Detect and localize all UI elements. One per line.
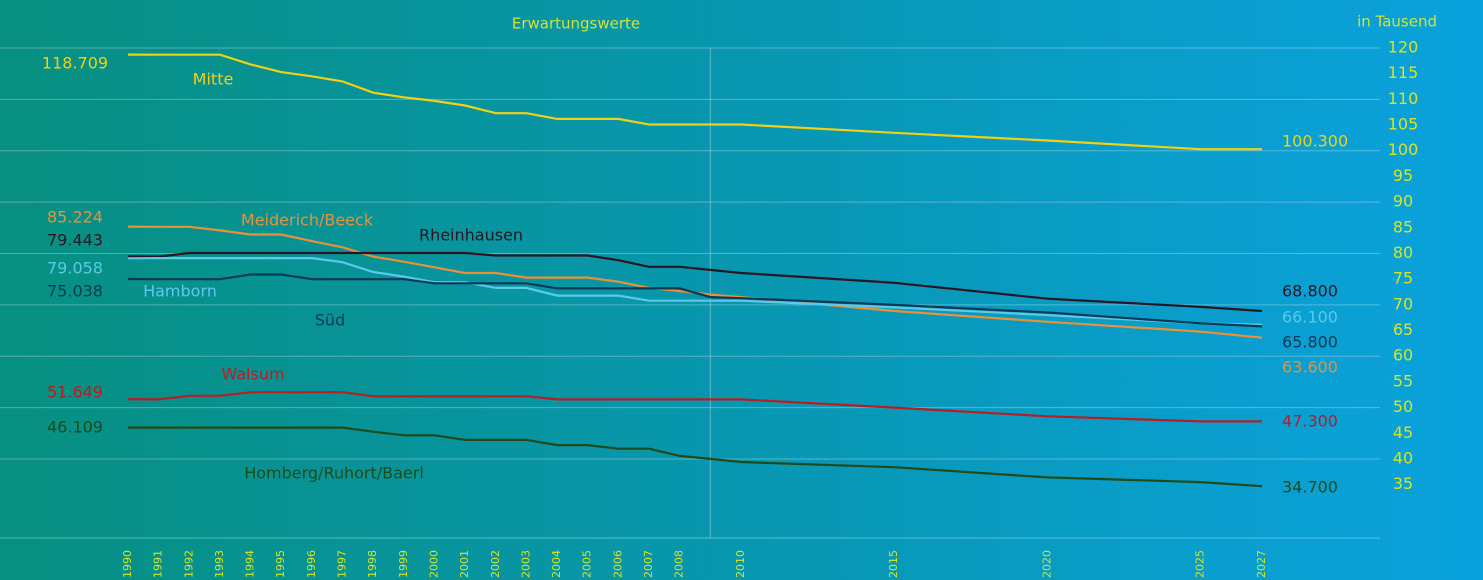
- x-tick-label: 1998: [366, 550, 379, 578]
- y-tick-label: 50: [1393, 397, 1413, 416]
- series-line: [127, 257, 1263, 326]
- y-tick-label: 55: [1393, 371, 1413, 390]
- value-label: 68.800: [1282, 282, 1338, 301]
- x-tick-label: 2007: [642, 550, 655, 578]
- y-tick-label: 120: [1388, 38, 1419, 57]
- value-label: 47.300: [1282, 412, 1338, 431]
- x-tick-label: 2015: [887, 550, 900, 578]
- x-tick-label: 2027: [1255, 550, 1268, 578]
- x-tick-label: 2006: [611, 550, 624, 578]
- x-tick-label: 1995: [274, 550, 287, 578]
- series-name: Mitte: [193, 70, 234, 89]
- x-tick-label: 2010: [734, 550, 747, 578]
- y-tick-label: 45: [1393, 423, 1413, 442]
- value-label: 79.443: [47, 231, 103, 250]
- series-name: Rheinhausen: [419, 226, 523, 245]
- y-tick-label: 110: [1388, 89, 1419, 108]
- x-tick-label: 2003: [519, 550, 532, 578]
- x-tick-label: 2002: [489, 550, 502, 578]
- series-line: [127, 225, 1263, 339]
- series-line: [127, 53, 1262, 151]
- series-line: [127, 391, 1262, 423]
- series-line: [128, 426, 1263, 488]
- series-line: [127, 251, 1263, 313]
- x-tick-label: 1992: [182, 550, 195, 578]
- series-name: Hamborn: [143, 282, 217, 301]
- x-tick-label: 2008: [673, 550, 686, 578]
- x-tick-label: 1993: [213, 550, 226, 578]
- chart-title: Erwartungswerte: [512, 15, 640, 33]
- value-label: 66.100: [1282, 308, 1338, 327]
- y-tick-label: 75: [1393, 269, 1413, 288]
- y-tick-label: 80: [1393, 243, 1413, 262]
- value-label: 79.058: [47, 259, 103, 278]
- value-label: 34.700: [1282, 478, 1338, 497]
- y-tick-label: 105: [1388, 115, 1419, 134]
- series-name: Homberg/Ruhort/Baerl: [244, 464, 424, 483]
- x-tick-label: 2025: [1194, 550, 1207, 578]
- value-label: 51.649: [47, 383, 103, 402]
- y-tick-label: 35: [1393, 474, 1413, 493]
- y-tick-label: 65: [1393, 320, 1413, 339]
- x-tick-label: 2000: [427, 550, 440, 578]
- x-tick-label: 1991: [152, 550, 165, 578]
- y-tick-label: 95: [1393, 166, 1413, 185]
- y-tick-label: 100: [1388, 140, 1419, 159]
- series-line: [127, 273, 1263, 328]
- x-tick-label: 1997: [336, 550, 349, 578]
- y-tick-label: 90: [1393, 192, 1413, 211]
- x-tick-label: 1990: [121, 550, 134, 578]
- value-label: 63.600: [1282, 358, 1338, 377]
- value-label: 118.709: [42, 54, 108, 73]
- y-tick-label: 60: [1393, 346, 1413, 365]
- y-tick-label: 40: [1393, 448, 1413, 467]
- x-tick-label: 2020: [1040, 550, 1053, 578]
- x-tick-label: 2001: [458, 550, 471, 578]
- x-tick-label: 1996: [305, 550, 318, 578]
- x-tick-label: 1994: [244, 550, 257, 578]
- series-name: Süd: [315, 311, 345, 330]
- series-name: Walsum: [221, 365, 284, 384]
- value-label: 75.038: [47, 282, 103, 301]
- value-label: 85.224: [47, 208, 103, 227]
- y-axis-label: in Tausend: [1357, 13, 1437, 31]
- x-tick-label: 2004: [550, 550, 563, 578]
- y-tick-label: 115: [1388, 63, 1419, 82]
- value-label: 100.300: [1282, 132, 1348, 151]
- x-tick-label: 1999: [397, 550, 410, 578]
- y-tick-label: 70: [1393, 294, 1413, 313]
- value-label: 46.109: [47, 418, 103, 437]
- y-tick-label: 85: [1393, 217, 1413, 236]
- series-name: Meiderich/Beeck: [241, 211, 374, 230]
- value-label: 65.800: [1282, 333, 1338, 352]
- x-tick-label: 2005: [581, 550, 594, 578]
